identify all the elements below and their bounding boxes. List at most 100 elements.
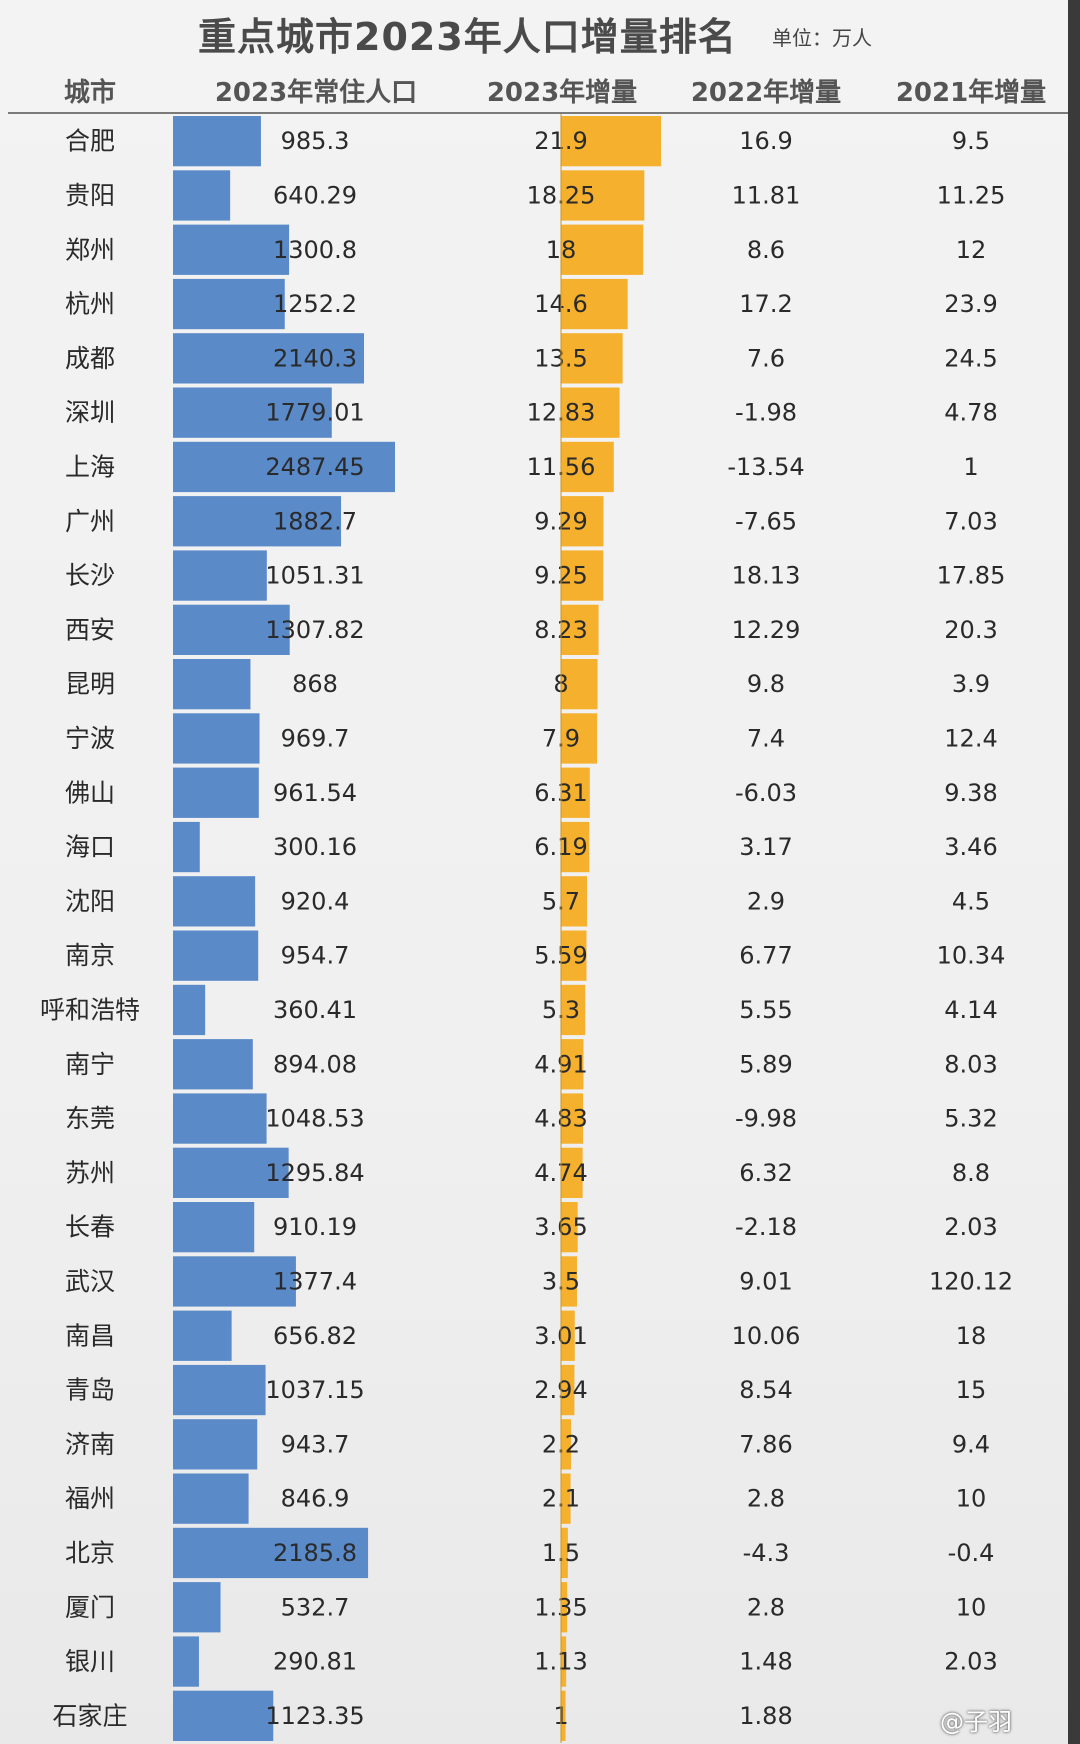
increase-bar <box>561 1147 583 1198</box>
population-bar <box>173 496 342 547</box>
increase-2021-value: 12.4 <box>944 724 997 752</box>
city-label: 沈阳 <box>65 887 115 916</box>
city-label: 福州 <box>65 1484 115 1513</box>
population-value: 2185.8 <box>273 1539 357 1567</box>
city-label: 银川 <box>65 1647 115 1676</box>
header-increase-2021: 2021年增量 <box>895 78 1047 108</box>
increase-2021-value: 4.5 <box>952 887 990 915</box>
increase-2022-value: 7.86 <box>739 1430 792 1458</box>
city-label: 苏州 <box>65 1158 115 1187</box>
increase-2022-value: 16.9 <box>739 127 792 155</box>
city-label: 成都 <box>65 344 115 373</box>
increase-2021-value: 2.03 <box>944 1648 997 1676</box>
population-bar <box>173 387 332 438</box>
increase-bar <box>561 659 598 710</box>
population-value: 300.16 <box>273 833 357 861</box>
increase-bar <box>561 116 661 167</box>
increase-bar <box>561 1039 584 1090</box>
population-bar <box>173 930 259 981</box>
city-label: 上海 <box>65 452 115 481</box>
population-value: 1779.01 <box>265 399 364 427</box>
city-label: 佛山 <box>65 778 115 807</box>
population-bar <box>173 767 259 818</box>
population-value: 943.7 <box>281 1430 350 1458</box>
increase-bar <box>561 224 644 275</box>
increase-bar <box>561 1256 577 1307</box>
increase-2022-value: 7.4 <box>747 724 785 752</box>
increase-2022-value: 10.06 <box>732 1322 801 1350</box>
city-label: 济南 <box>65 1430 115 1459</box>
city-label: 昆明 <box>65 670 115 699</box>
city-label: 海口 <box>65 833 115 862</box>
increase-2022-value: 7.6 <box>747 344 785 372</box>
increase-bar <box>561 930 587 981</box>
increase-2022-value: 9.8 <box>747 670 785 698</box>
increase-2021-value: 10 <box>956 1485 987 1513</box>
population-value: 1051.31 <box>265 562 364 590</box>
increase-2022-value: 12.29 <box>732 616 801 644</box>
city-label: 东莞 <box>65 1104 115 1133</box>
population-bar <box>173 821 200 873</box>
increase-bar <box>561 1473 571 1524</box>
increase-2022-value: 2.8 <box>747 1593 785 1621</box>
city-label: 南京 <box>65 941 115 970</box>
city-label: 北京 <box>65 1538 115 1567</box>
increase-bar <box>561 713 598 764</box>
header-city: 城市 <box>63 78 117 108</box>
population-bar <box>173 1419 258 1470</box>
city-label: 宁波 <box>65 724 115 753</box>
increase-2021-value: 120.12 <box>929 1267 1013 1295</box>
population-bar <box>173 170 231 221</box>
increase-2021-value: 5.32 <box>944 1105 997 1133</box>
population-value: 2487.45 <box>265 453 364 481</box>
city-label: 石家庄 <box>52 1701 127 1730</box>
increase-bar <box>561 604 599 655</box>
city-label: 长春 <box>65 1213 115 1242</box>
chart-table: 合肥 985.3 21.9 16.9 9.5贵阳 640.29 18.25 11.81 11.2… <box>40 114 1013 1743</box>
population-bar <box>173 1039 253 1090</box>
population-value: 894.08 <box>273 1050 357 1078</box>
increase-2021-value: 24.5 <box>944 344 997 372</box>
population-value: 920.4 <box>281 887 350 915</box>
increase-2021-value: 9.4 <box>952 1430 990 1458</box>
population-bar <box>173 550 267 601</box>
increase-bar <box>561 550 604 601</box>
increase-bar <box>561 1310 575 1361</box>
population-bar <box>173 1527 369 1579</box>
population-value: 910.19 <box>273 1213 357 1241</box>
population-value: 961.54 <box>273 779 357 807</box>
population-bar <box>173 1582 221 1633</box>
population-value: 1037.15 <box>265 1376 364 1404</box>
increase-2022-value: 5.55 <box>739 996 792 1024</box>
increase-bar <box>561 333 623 384</box>
increase-2021-value: 15 <box>956 1376 987 1404</box>
increase-2021-value: -0.4 <box>948 1539 995 1567</box>
increase-2022-value: 5.89 <box>739 1050 792 1078</box>
increase-2022-value: 2.8 <box>747 1485 785 1513</box>
increase-bar <box>561 1636 567 1687</box>
title-row: 重点城市2023年人口增量排名 单位：万人 <box>0 0 1068 59</box>
city-label: 长沙 <box>65 561 115 590</box>
population-value: 1882.7 <box>273 507 357 535</box>
increase-2021-value: 4.78 <box>944 399 997 427</box>
city-label: 南宁 <box>65 1050 115 1079</box>
increase-2022-value: 6.77 <box>739 942 792 970</box>
header-increase-2023: 2023年增量 <box>486 78 638 108</box>
increase-bar <box>561 441 614 493</box>
increase-2021-value: 8.8 <box>952 1159 990 1187</box>
increase-2022-value: -4.3 <box>743 1539 790 1567</box>
increase-2022-value: 8.6 <box>747 236 785 264</box>
increase-bar <box>561 1419 572 1470</box>
increase-2021-value: 17.85 <box>937 562 1006 590</box>
increase-bar <box>561 984 586 1036</box>
chart-title: 重点城市2023年人口增量排名 <box>198 15 737 59</box>
increase-2021-value: 3.9 <box>952 670 990 698</box>
population-bar <box>173 1473 249 1524</box>
increase-2022-value: 8.54 <box>739 1376 792 1404</box>
increase-bar <box>561 767 590 818</box>
increase-2021-value: 1 <box>963 453 978 481</box>
increase-2022-value: 6.32 <box>739 1159 792 1187</box>
increase-2021-value: 9.38 <box>944 779 997 807</box>
city-label: 西安 <box>65 615 115 644</box>
population-value: 969.7 <box>281 724 350 752</box>
